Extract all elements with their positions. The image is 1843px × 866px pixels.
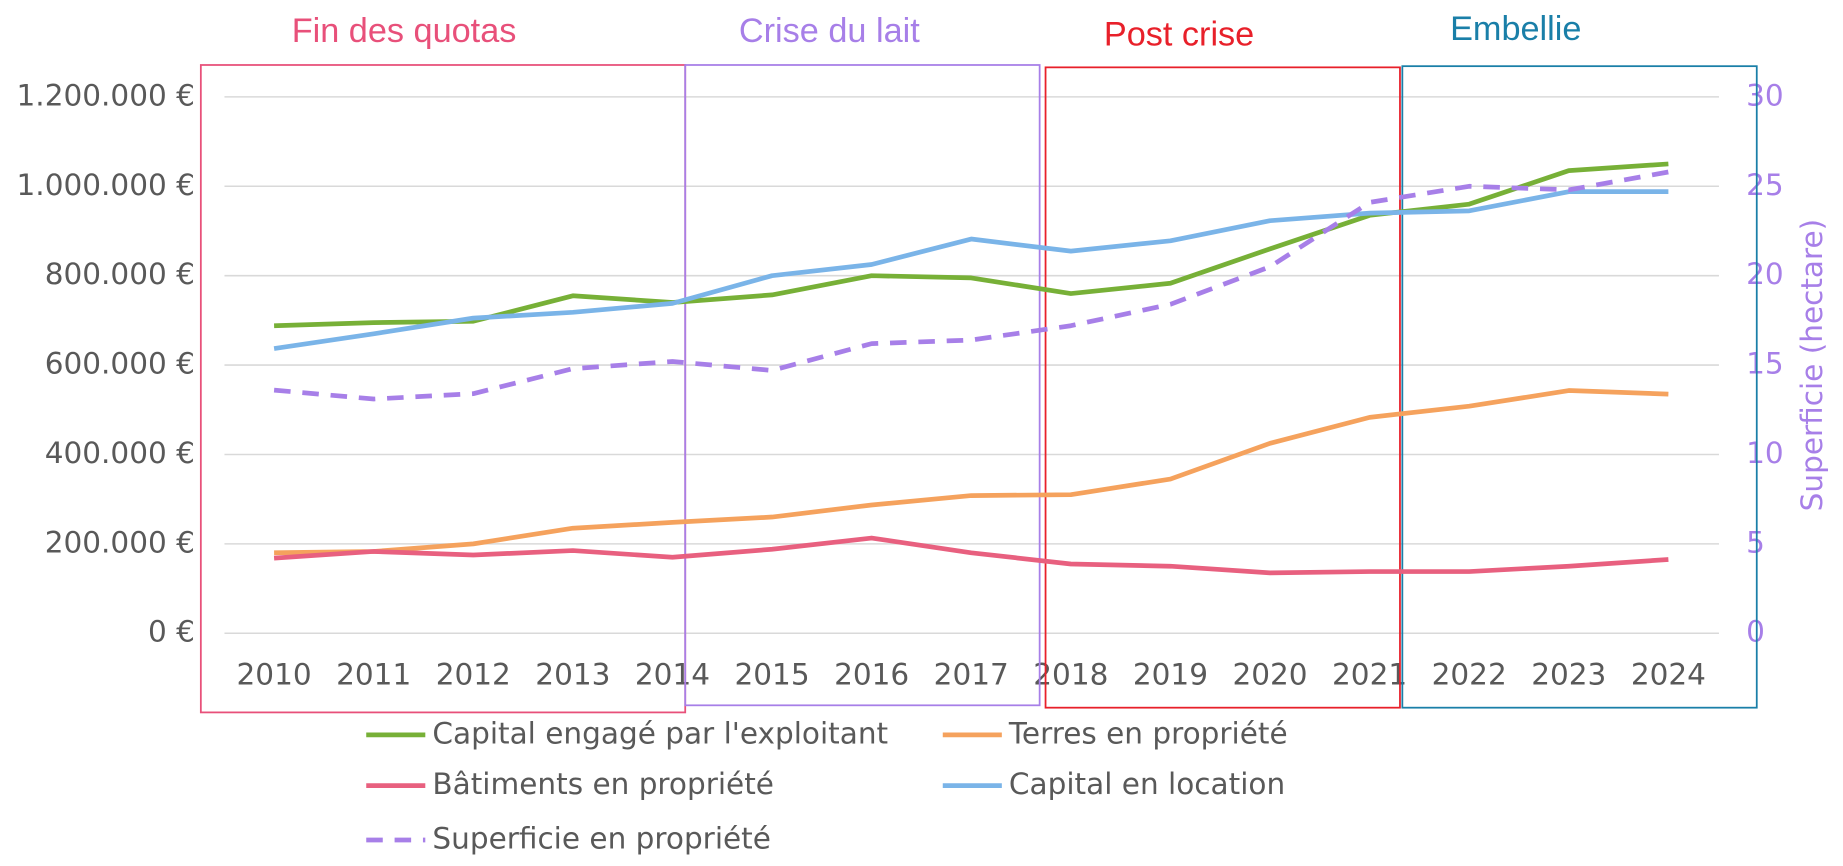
y2-tick-label: 25 xyxy=(1746,168,1784,202)
x-tick-label: 2019 xyxy=(1133,657,1208,691)
x-tick-label: 2011 xyxy=(336,657,411,691)
x-tick-label: 2017 xyxy=(934,657,1009,691)
x-tick-label: 2021 xyxy=(1332,657,1407,691)
x-tick-label: 2012 xyxy=(436,657,511,691)
x-tick-label: 2013 xyxy=(535,657,610,691)
x-tick-label: 2018 xyxy=(1033,657,1108,691)
period-label: Fin des quotas xyxy=(292,12,517,50)
x-tick-label: 2022 xyxy=(1432,657,1507,691)
series-line xyxy=(273,189,1669,351)
y2-tick-label: 5 xyxy=(1746,525,1765,559)
legend-label: Bâtiments en propriété xyxy=(432,767,774,801)
y2-axis-label: Superficie (hectare) xyxy=(1795,219,1829,511)
period-box xyxy=(1044,66,1401,709)
y2-tick-label: 30 xyxy=(1746,78,1784,112)
y2-tick-label: 20 xyxy=(1746,257,1784,291)
x-tick-label: 2020 xyxy=(1232,657,1307,691)
period-label: Embellie xyxy=(1450,10,1581,48)
y2-tick-label: 15 xyxy=(1746,347,1784,381)
y2-tick-label: 0 xyxy=(1746,615,1765,649)
period-box xyxy=(684,64,1041,707)
series-line xyxy=(274,388,1669,556)
y-tick-label: 600.000 € xyxy=(45,347,195,381)
y-tick-label: 400.000 € xyxy=(45,436,195,470)
series-line xyxy=(273,535,1669,576)
x-tick-label: 2016 xyxy=(834,657,909,691)
period-box xyxy=(199,64,687,714)
y2-tick-label: 10 xyxy=(1746,436,1784,470)
legend-label: Capital en location xyxy=(1009,767,1285,801)
y-tick-label: 1.000.000 € xyxy=(17,168,195,202)
x-tick-label: 2023 xyxy=(1531,657,1606,691)
x-tick-label: 2010 xyxy=(237,657,312,691)
period-label: Post crise xyxy=(1104,16,1254,54)
x-tick-label: 2024 xyxy=(1631,657,1706,691)
y-tick-label: 0 € xyxy=(148,615,195,649)
period-label: Crise du lait xyxy=(739,12,920,50)
y-tick-label: 800.000 € xyxy=(45,257,195,291)
legend-label: Superficie en propriété xyxy=(432,821,771,855)
x-tick-label: 2015 xyxy=(734,657,809,691)
legend-label: Capital engagé par l'exploitant xyxy=(432,716,888,750)
period-box xyxy=(1401,65,1758,709)
x-tick-label: 2014 xyxy=(635,657,710,691)
y-tick-label: 1.200.000 € xyxy=(17,78,195,112)
legend-label: Terres en propriété xyxy=(1008,716,1288,750)
series-line xyxy=(274,161,1669,329)
y-tick-label: 200.000 € xyxy=(45,525,195,559)
series-line xyxy=(273,169,1669,402)
